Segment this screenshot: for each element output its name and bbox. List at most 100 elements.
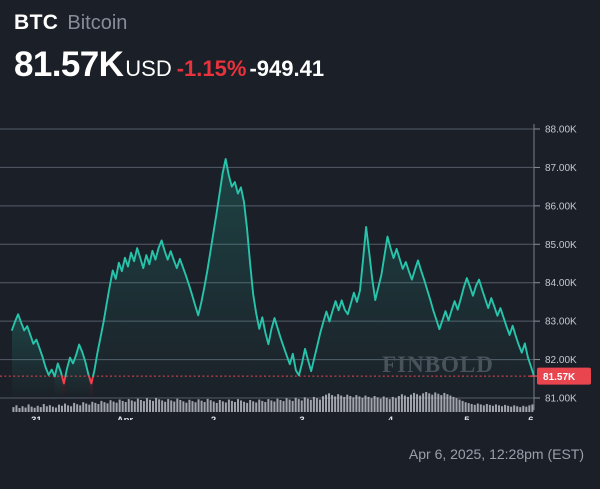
volume-bar [161,400,164,412]
volume-bar [182,401,185,412]
volume-bar [215,402,218,412]
volume-bar [494,404,497,412]
volume-bar [100,400,103,412]
ticker-symbol: BTC [14,11,59,34]
volume-bar [42,404,45,412]
volume-bar [358,396,361,412]
volume-bar [21,406,24,412]
volume-bar [504,404,507,412]
volume-bar [118,399,121,412]
volume-bar [440,395,443,412]
volume-bar [267,399,270,412]
volume-bar [82,402,85,412]
volume-bar [291,400,294,412]
volume-bar [109,400,112,412]
y-axis-label: 87.00K [545,163,577,174]
volume-bar [519,407,522,412]
volume-bar [188,399,191,412]
volume-bar [191,401,194,412]
price-line-down-segment [61,375,67,385]
volume-bar [522,405,525,412]
price-area-fill [12,314,55,398]
volume-bar [130,400,133,412]
volume-bar [45,406,48,412]
volume-bar [403,395,406,412]
volume-bar [443,392,446,412]
volume-bar [434,392,437,412]
volume-bar [240,400,243,412]
volume-bar [243,401,246,412]
volume-bar [461,400,464,412]
x-axis-label: 5 [464,415,470,420]
volume-bar [385,397,388,412]
price-line-up-segment [92,158,535,378]
volume-bar [70,406,73,412]
volume-bar [513,405,516,412]
volume-bar [115,402,118,412]
volume-bar [167,399,170,412]
volume-bar [246,402,249,412]
volume-bar [57,404,60,412]
volume-bar [142,401,145,412]
volume-bar [15,405,18,412]
volume-bar [288,399,291,412]
volume-bar [516,406,519,412]
volume-bar [270,400,273,412]
volume-bar [276,398,279,412]
y-axis-label: 86.00K [545,201,577,212]
volume-bar [340,395,343,412]
volume-bar [531,404,534,412]
volume-bar [148,399,151,412]
volume-bar [252,401,255,412]
volume-bar [18,408,21,412]
chart-area[interactable]: 88.00K 87.00K 86.00K 85.00K 84.00K 83.00K 82.0… [0,110,600,420]
volume-bar [24,407,27,412]
volume-bar [258,399,261,412]
y-axis-label: 83.00K [545,317,577,328]
volume-bar [431,394,434,412]
volume-bar [510,406,513,412]
volume-bar [127,399,130,412]
volume-bar [318,399,321,412]
volume-bar [197,399,200,412]
volume-bar [209,400,212,412]
volume-bar [306,398,309,412]
volume-bar [230,400,233,412]
volume-bar [425,392,428,412]
volume-bar [176,398,179,412]
header: BTC Bitcoin 81.57K USD -1.15% -949.41 [14,12,574,83]
volume-bar [485,404,488,412]
volume-bar [185,402,188,412]
volume-bar [103,402,106,412]
volume-bar [27,404,30,412]
volume-bar [264,402,267,412]
volume-bar [364,395,367,412]
volume-bar [152,400,155,412]
volume-bar [136,398,139,412]
volume-bar [334,396,337,412]
volume-bar [155,398,158,412]
volume-bar [179,400,182,412]
volume-bar [315,398,318,412]
price-line-up-segment [53,362,63,378]
chart-timestamp: Apr 6, 2025, 12:28pm (EST) [408,446,584,462]
volume-bar [273,401,276,412]
volume-bar [498,405,501,412]
volume-bar [279,400,282,412]
ticker-name: Bitcoin [67,12,128,34]
current-price: 81.57K [14,45,124,84]
volume-bar [64,403,67,412]
volume-bar [33,407,36,412]
y-axis-label: 84.00K [545,278,577,289]
price-line-up-segment [11,313,56,378]
price-change-absolute: -949.41 [249,56,325,81]
x-axis-label: 4 [388,415,394,420]
volume-bar [337,394,340,412]
price-chart-svg[interactable]: 88.00K 87.00K 86.00K 85.00K 84.00K 83.00K 82.0… [0,110,600,420]
volume-bar [124,402,127,412]
volume-bar [464,402,467,412]
volume-bar [54,407,57,412]
volume-bar [413,392,416,412]
volume-bar [346,394,349,412]
volume-bar [452,396,455,412]
